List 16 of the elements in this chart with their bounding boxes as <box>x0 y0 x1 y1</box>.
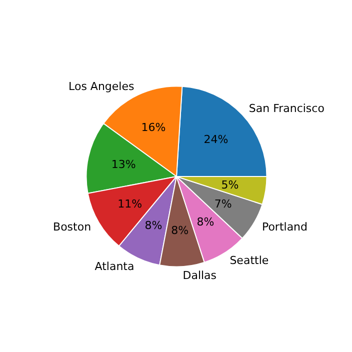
data-label: 16% <box>141 121 166 134</box>
data-label: 13% <box>111 158 136 172</box>
slice-label: San Francisco <box>248 102 325 116</box>
slice-label: Atlanta <box>94 260 134 273</box>
slice-label: Boston <box>53 220 92 234</box>
data-label: 24% <box>204 132 228 146</box>
slice-label: Dallas <box>182 269 217 282</box>
data-label: 11% <box>118 198 142 211</box>
data-label: 7% <box>214 198 232 211</box>
data-label: 5% <box>221 178 239 192</box>
data-label: 8% <box>196 216 214 229</box>
data-label: 8% <box>144 219 162 232</box>
slice-label: Los Angeles <box>68 80 134 94</box>
slice-label: Portland <box>262 220 308 234</box>
data-label: 8% <box>171 224 189 238</box>
slice-label: Seattle <box>230 254 269 267</box>
